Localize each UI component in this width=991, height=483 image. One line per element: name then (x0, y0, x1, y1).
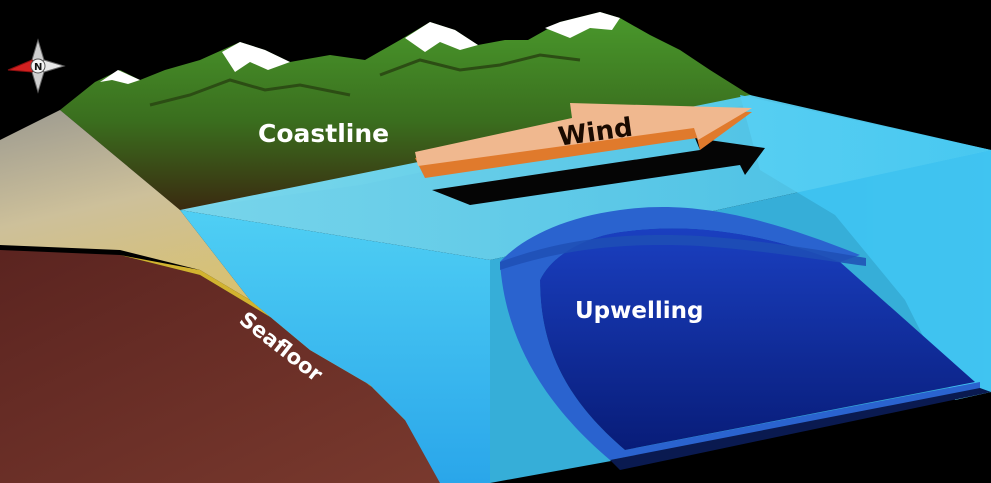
ocean-front-face (180, 210, 490, 483)
upwelling-edge (500, 207, 980, 460)
label-coastline: Coastline (258, 119, 389, 148)
upwelling-plume (500, 235, 866, 270)
mountain-range (60, 12, 760, 210)
mountain-ridge (379, 53, 581, 77)
compass-icon: N (7, 38, 66, 94)
mountain-ridge (149, 78, 351, 107)
snow-cap (222, 42, 290, 72)
label-upwelling: Upwelling (575, 298, 703, 324)
ocean-bottom-edge (610, 388, 991, 470)
snow-cap (405, 22, 478, 52)
wind-arrow-shadow (432, 138, 765, 205)
snow-cap (100, 70, 140, 84)
compass-letter: N (34, 62, 42, 73)
snow-cap (545, 12, 620, 38)
seafloor-rock (0, 250, 480, 483)
upwelling-core (540, 228, 975, 450)
wind-arrow (415, 103, 752, 166)
